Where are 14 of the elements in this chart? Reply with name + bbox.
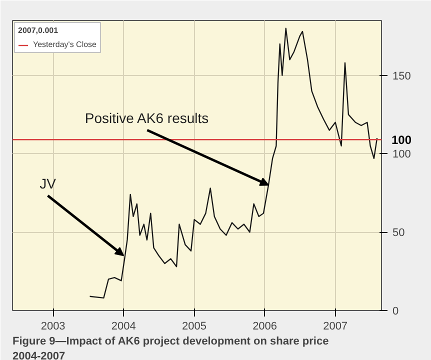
x-tick-label: 2007 (323, 320, 348, 332)
x-tick-label: 2005 (182, 320, 207, 332)
y-tick-label: 50 (392, 227, 405, 240)
text: Figure 9—Impact of AK6 project development on share price 2004-2007 (12, 336, 329, 360)
y-tick-label: 150 (392, 70, 411, 82)
annotation: Positive AK6 results (84, 110, 209, 126)
legend-title: 2007,0.001 (18, 26, 60, 35)
x-tick-label: 2006 (252, 320, 278, 332)
annotation: JV (40, 176, 57, 192)
x-tick-label: 2004 (111, 320, 136, 332)
legend-label: Yesterday's Close (33, 40, 96, 49)
y-tick-label: 100 (392, 148, 411, 161)
x-tick-label: 2003 (40, 320, 66, 332)
y-tick-label: 0 (392, 306, 399, 318)
